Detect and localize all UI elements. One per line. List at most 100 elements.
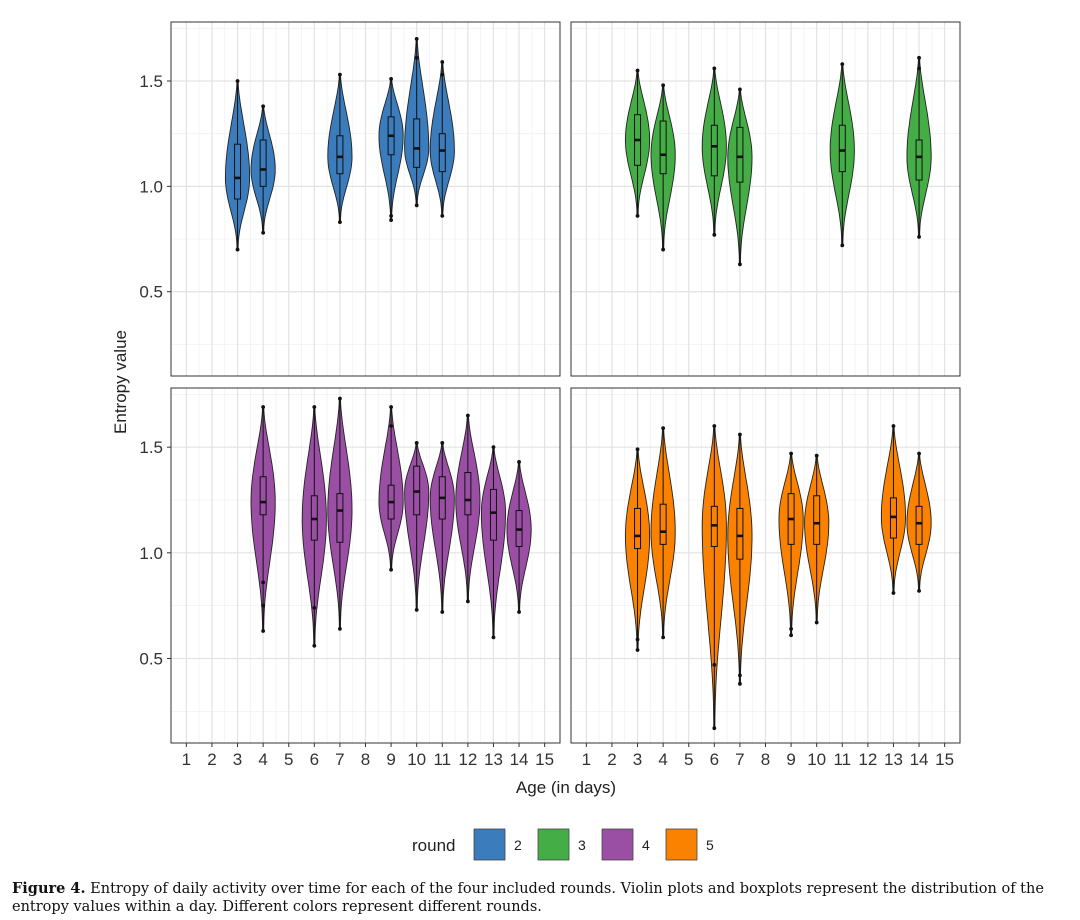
extreme-point [440, 610, 445, 614]
outlier-point [312, 605, 317, 610]
x-tick-label: 14 [910, 750, 929, 769]
extreme-point [338, 396, 342, 401]
extreme-point [661, 83, 666, 88]
x-tick-label: 10 [807, 750, 826, 769]
outlier-point [414, 55, 419, 60]
box-iqr [659, 503, 667, 545]
violin-day-6 [301, 405, 327, 648]
extreme-point [261, 230, 266, 235]
x-tick-label: 11 [833, 750, 851, 769]
extreme-point [261, 405, 266, 409]
y-tick-label: 1.0 [139, 177, 163, 196]
violin-day-11 [429, 441, 455, 614]
extreme-point [517, 610, 521, 614]
extreme-point [738, 432, 742, 437]
x-tick-label: 8 [361, 750, 370, 769]
extreme-point [440, 60, 445, 64]
x-tick-label: 2 [607, 750, 616, 769]
box-iqr [736, 126, 744, 183]
extreme-point [414, 607, 419, 612]
extreme-point [235, 79, 240, 83]
y-axis-title: Entropy value [111, 330, 130, 434]
violin-day-7 [327, 396, 353, 631]
box-iqr [234, 143, 242, 200]
legend-label: 2 [514, 837, 522, 853]
x-tick-label: 3 [233, 750, 242, 769]
x-tick-label: 15 [935, 750, 954, 769]
legend-swatch [537, 828, 570, 861]
x-tick-label: 11 [433, 750, 451, 769]
outlier-point [712, 662, 717, 667]
x-axis-title: Age (in days) [516, 778, 616, 797]
legend-item-round-4: 4 [601, 828, 650, 861]
box-iqr [336, 135, 344, 175]
outlier-point [261, 580, 266, 585]
extreme-point [440, 213, 445, 218]
violin-day-3 [624, 447, 651, 652]
violin-day-4 [650, 83, 676, 252]
extreme-point [661, 426, 666, 431]
extreme-point [917, 451, 921, 456]
x-tick-label: 12 [458, 750, 477, 769]
legend-item-round-5: 5 [665, 828, 714, 861]
extreme-point [517, 460, 521, 464]
extreme-point [917, 235, 921, 239]
outlier-point [261, 603, 266, 608]
panel-round-5: 1 2 3 4 5 6 7 8 9 10 11 12 13 14 15 [570, 387, 961, 769]
extreme-point [389, 405, 393, 409]
y-tick-label: 0.5 [139, 283, 163, 302]
extreme-point [814, 453, 819, 458]
x-tick-label: 8 [761, 750, 770, 769]
y-tick-label: 1.5 [139, 438, 163, 457]
violin-day-4 [650, 426, 676, 640]
extreme-point [661, 635, 666, 640]
violin-day-12 [455, 413, 481, 604]
violin-day-9 [378, 76, 404, 222]
box-iqr [915, 505, 923, 545]
extreme-point [414, 36, 419, 41]
figure-caption: Figure 4. Entropy of daily activity over… [12, 880, 1068, 916]
box-iqr [336, 493, 344, 543]
x-tick-label: 7 [735, 750, 744, 769]
violin-day-14 [906, 55, 932, 239]
extreme-point [261, 629, 266, 633]
violin-day-3 [624, 68, 651, 218]
violin-day-4 [250, 405, 276, 633]
extreme-point [338, 220, 342, 225]
extreme-point [440, 441, 445, 445]
extreme-point [635, 213, 640, 218]
violin-day-6 [701, 424, 727, 731]
extreme-point [789, 633, 793, 638]
outlier-point [440, 72, 445, 77]
extreme-point [738, 87, 742, 92]
y-tick-label: 0.5 [139, 649, 163, 668]
extreme-point [661, 247, 666, 252]
violin-day-7 [727, 87, 753, 267]
x-tick-label: 15 [535, 750, 554, 769]
violin-day-13 [480, 445, 507, 640]
x-tick-label: 4 [658, 750, 667, 769]
violin-day-9 [378, 405, 404, 572]
y-tick-label: 1.0 [139, 544, 163, 563]
x-tick-label: 7 [335, 750, 344, 769]
violin-day-7 [327, 72, 353, 225]
violin-day-13 [880, 424, 907, 595]
violin-day-14 [506, 460, 532, 614]
x-tick-label: 13 [884, 750, 903, 769]
outlier-point [389, 213, 393, 218]
violin-day-11 [429, 60, 455, 218]
box-iqr [736, 507, 744, 560]
x-tick-label: 9 [386, 750, 395, 769]
extreme-point [738, 681, 742, 686]
panel-round-3 [570, 21, 961, 377]
box-iqr [489, 488, 497, 541]
legend-swatch [665, 828, 698, 861]
extreme-point [389, 567, 393, 572]
violin-day-10 [404, 36, 430, 208]
extreme-point [635, 68, 640, 73]
extreme-point [712, 66, 717, 71]
x-tick-label: 6 [710, 750, 719, 769]
violin-day-3 [224, 79, 251, 252]
outlier-point [635, 637, 640, 642]
legend-item-round-2: 2 [473, 828, 522, 861]
